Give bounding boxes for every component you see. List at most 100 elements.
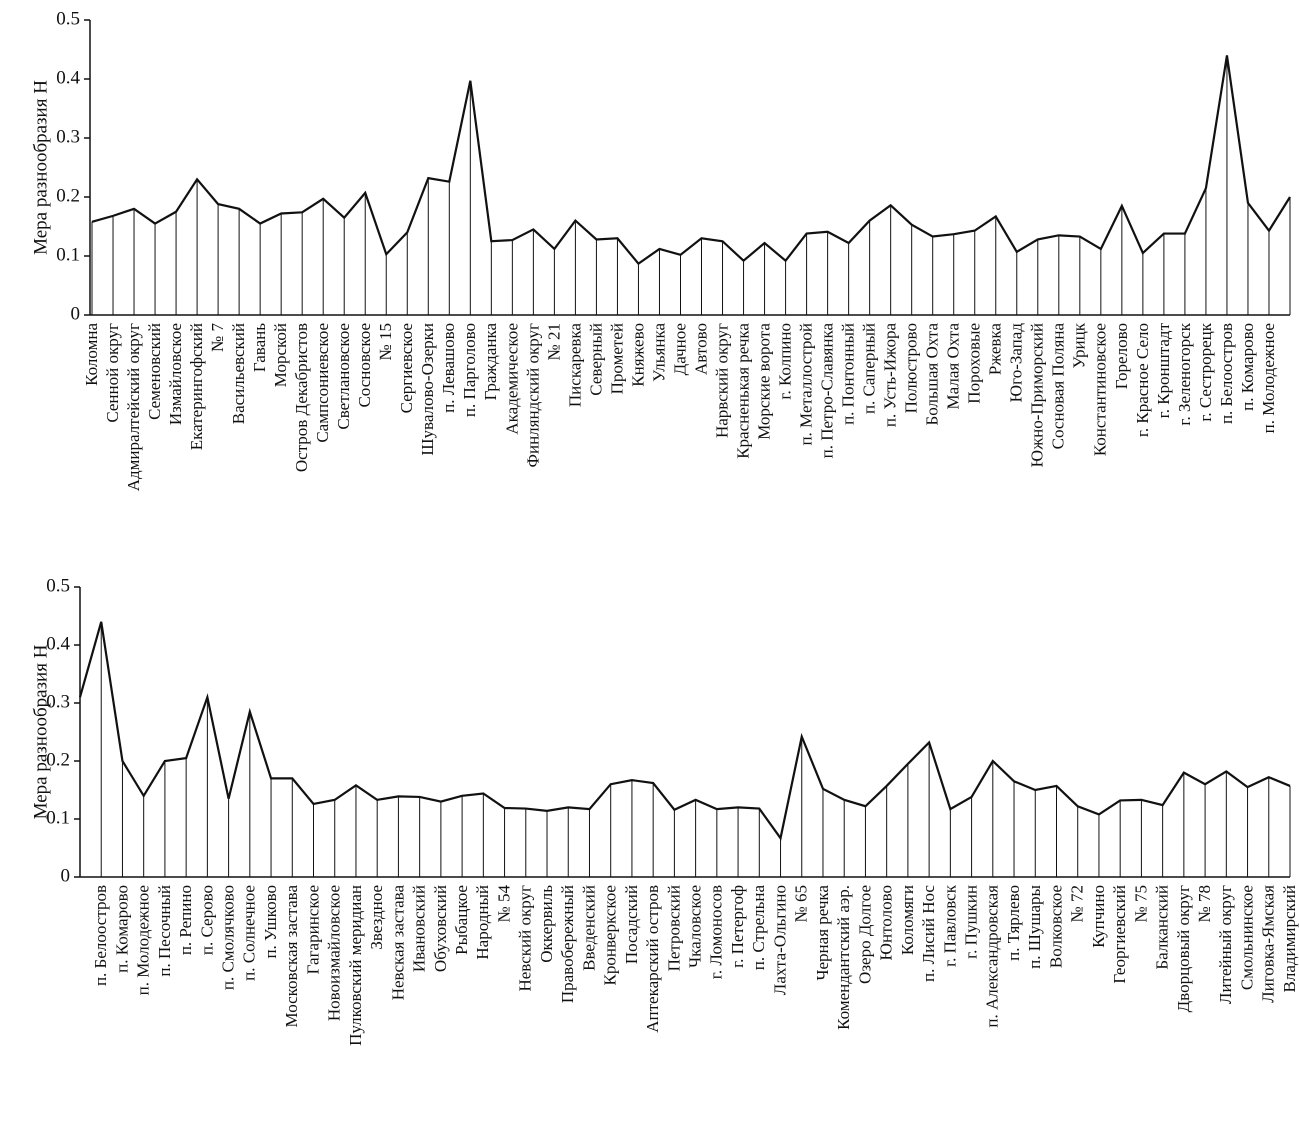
x-tick-label: Урицк (1070, 322, 1089, 368)
x-tick-label: Московская застава (282, 885, 301, 1028)
x-tick-label: Красненькая речка (733, 323, 752, 459)
x-tick-label: п. Саперный (860, 323, 879, 414)
x-tick-label: Литейный округ (1216, 885, 1235, 1004)
x-tick-label: п. Понтонный (839, 323, 858, 425)
x-tick-label: Юнтолово (877, 885, 896, 960)
x-tick-label: п. Стрельна (749, 885, 768, 971)
x-tick-label: п. Молодежное (1259, 323, 1278, 433)
x-tick-label: Большая Охта (923, 323, 942, 426)
x-tick-label: Купчино (1089, 885, 1108, 948)
x-tick-label: Петровский (664, 885, 683, 971)
x-tick-label: Гавань (250, 323, 269, 372)
x-tick-label: Горелово (1112, 323, 1131, 389)
x-tick-label: п. Металлострой (797, 323, 816, 446)
x-tick-label: Константиновское (1091, 323, 1110, 456)
x-tick-label: п. Песочный (155, 885, 174, 977)
data-line (78, 621, 1291, 841)
x-tick-label: Комендантский аэр. (834, 885, 853, 1030)
x-tick-label: Невская застава (388, 885, 407, 1001)
y-tick-label: 0 (61, 865, 71, 886)
x-tick-label: № 54 (494, 885, 513, 923)
x-tick-label: п. Александровская (983, 885, 1002, 1028)
x-tick-label: п. Парголово (460, 323, 479, 417)
x-tick-label: п. Репино (176, 885, 195, 955)
x-tick-label: г. Сестрорецк (1196, 322, 1215, 421)
x-tick-label: Оккервиль (537, 885, 556, 963)
x-tick-label: г. Колпино (775, 323, 794, 400)
x-tick-label: Новоизмайловское (325, 885, 344, 1021)
y-tick-label: 0.3 (46, 691, 70, 712)
x-tick-label: № 7 (208, 323, 227, 352)
x-tick-label: Шувалово-Озерки (418, 323, 437, 456)
x-tick-label: п. Шушары (1025, 884, 1044, 968)
x-tick-label: Сергиевское (397, 323, 416, 413)
x-tick-label: Прометей (607, 323, 626, 394)
x-tick-label: Ржевка (986, 323, 1005, 376)
x-tick-label: Васильевский (229, 323, 248, 424)
x-tick-label: г. Кронштадт (1154, 322, 1173, 418)
y-tick-label: 0.5 (56, 8, 80, 29)
x-tick-label: п. Белоостров (91, 885, 110, 986)
x-tick-label: Лиговка-Ямская (1259, 885, 1278, 1003)
x-tick-label: Обуховский (431, 885, 450, 972)
x-tick-label: п. Ушково (261, 885, 280, 959)
x-tick-label: Малая Охта (944, 323, 963, 410)
x-tick-label: п. Левашово (439, 323, 458, 413)
x-tick-label: Полюстрово (902, 323, 921, 413)
x-tick-label: п. Комарово (112, 885, 131, 973)
x-tick-label: Коломна (82, 323, 101, 386)
x-tick-label: п. Усть-Ижора (881, 323, 900, 428)
x-tick-label: Сосновая Поляна (1049, 323, 1068, 450)
x-tick-label: Чкаловское (686, 885, 705, 968)
y-tick-label: 0.3 (56, 126, 80, 147)
y-tick-label: 0 (71, 303, 81, 324)
x-tick-label: Юго-Запад (1007, 323, 1026, 403)
x-tick-label: п. Серово (197, 885, 216, 955)
x-tick-label: № 21 (544, 323, 563, 360)
x-tick-label: Сенной округ (103, 323, 122, 423)
x-tick-label: Гражданка (481, 323, 500, 401)
x-tick-label: № 15 (376, 323, 395, 360)
y-tick-label: 0.4 (56, 67, 80, 88)
x-tick-label: Посадский (622, 885, 641, 964)
x-tick-label: Ульянка (649, 323, 668, 382)
x-tick-label: Северный (586, 323, 605, 396)
x-tick-label: Гагаринское (303, 885, 322, 974)
x-tick-label: г. Петергоф (728, 885, 747, 968)
x-tick-label: Звездное (367, 885, 386, 950)
x-tick-label: № 65 (792, 885, 811, 922)
x-tick-label: № 75 (1131, 885, 1150, 922)
y-axis-label: Мера разнообразия H (30, 80, 51, 255)
x-tick-label: Черная речка (813, 885, 832, 981)
x-tick-label: Коломяги (898, 885, 917, 955)
x-tick-label: Лахта-Ольгино (770, 885, 789, 995)
x-tick-label: Нарвский округ (712, 323, 731, 438)
x-tick-label: Аптекарский остров (643, 885, 662, 1033)
x-tick-label: п. Белоостров (1217, 323, 1236, 424)
x-tick-label: Сосновское (355, 323, 374, 408)
x-tick-label: Морской (271, 323, 290, 387)
x-tick-label: Балканский (1153, 885, 1172, 970)
x-tick-label: Кронверкское (601, 885, 620, 985)
x-tick-label: Правобережный (558, 885, 577, 1003)
x-tick-label: Сампсониевское (313, 323, 332, 443)
x-tick-label: Озеро Долгое (855, 885, 874, 984)
x-tick-label: Автово (691, 323, 710, 375)
x-tick-label: Волковское (1046, 885, 1065, 968)
x-tick-label: Владимирский (1280, 885, 1299, 992)
y-tick-label: 0.4 (46, 633, 70, 654)
x-tick-label: п. Солнечное (240, 885, 259, 981)
x-tick-label: Остров Декабристов (292, 323, 311, 472)
x-tick-label: г. Пушкин (961, 885, 980, 959)
x-tick-label: Екатерингофский (187, 323, 206, 450)
x-tick-label: Морские ворота (754, 323, 773, 440)
y-tick-label: 0.5 (46, 575, 70, 596)
x-tick-label: Народный (473, 885, 492, 960)
x-tick-label: г. Ломоносов (707, 885, 726, 979)
x-tick-label: п. Петро-Славянка (818, 323, 837, 459)
x-tick-label: Ивановский (410, 885, 429, 972)
x-tick-label: Дачное (670, 323, 689, 375)
x-tick-label: Пороховые (965, 323, 984, 404)
x-tick-label: г. Красное Село (1133, 323, 1152, 437)
